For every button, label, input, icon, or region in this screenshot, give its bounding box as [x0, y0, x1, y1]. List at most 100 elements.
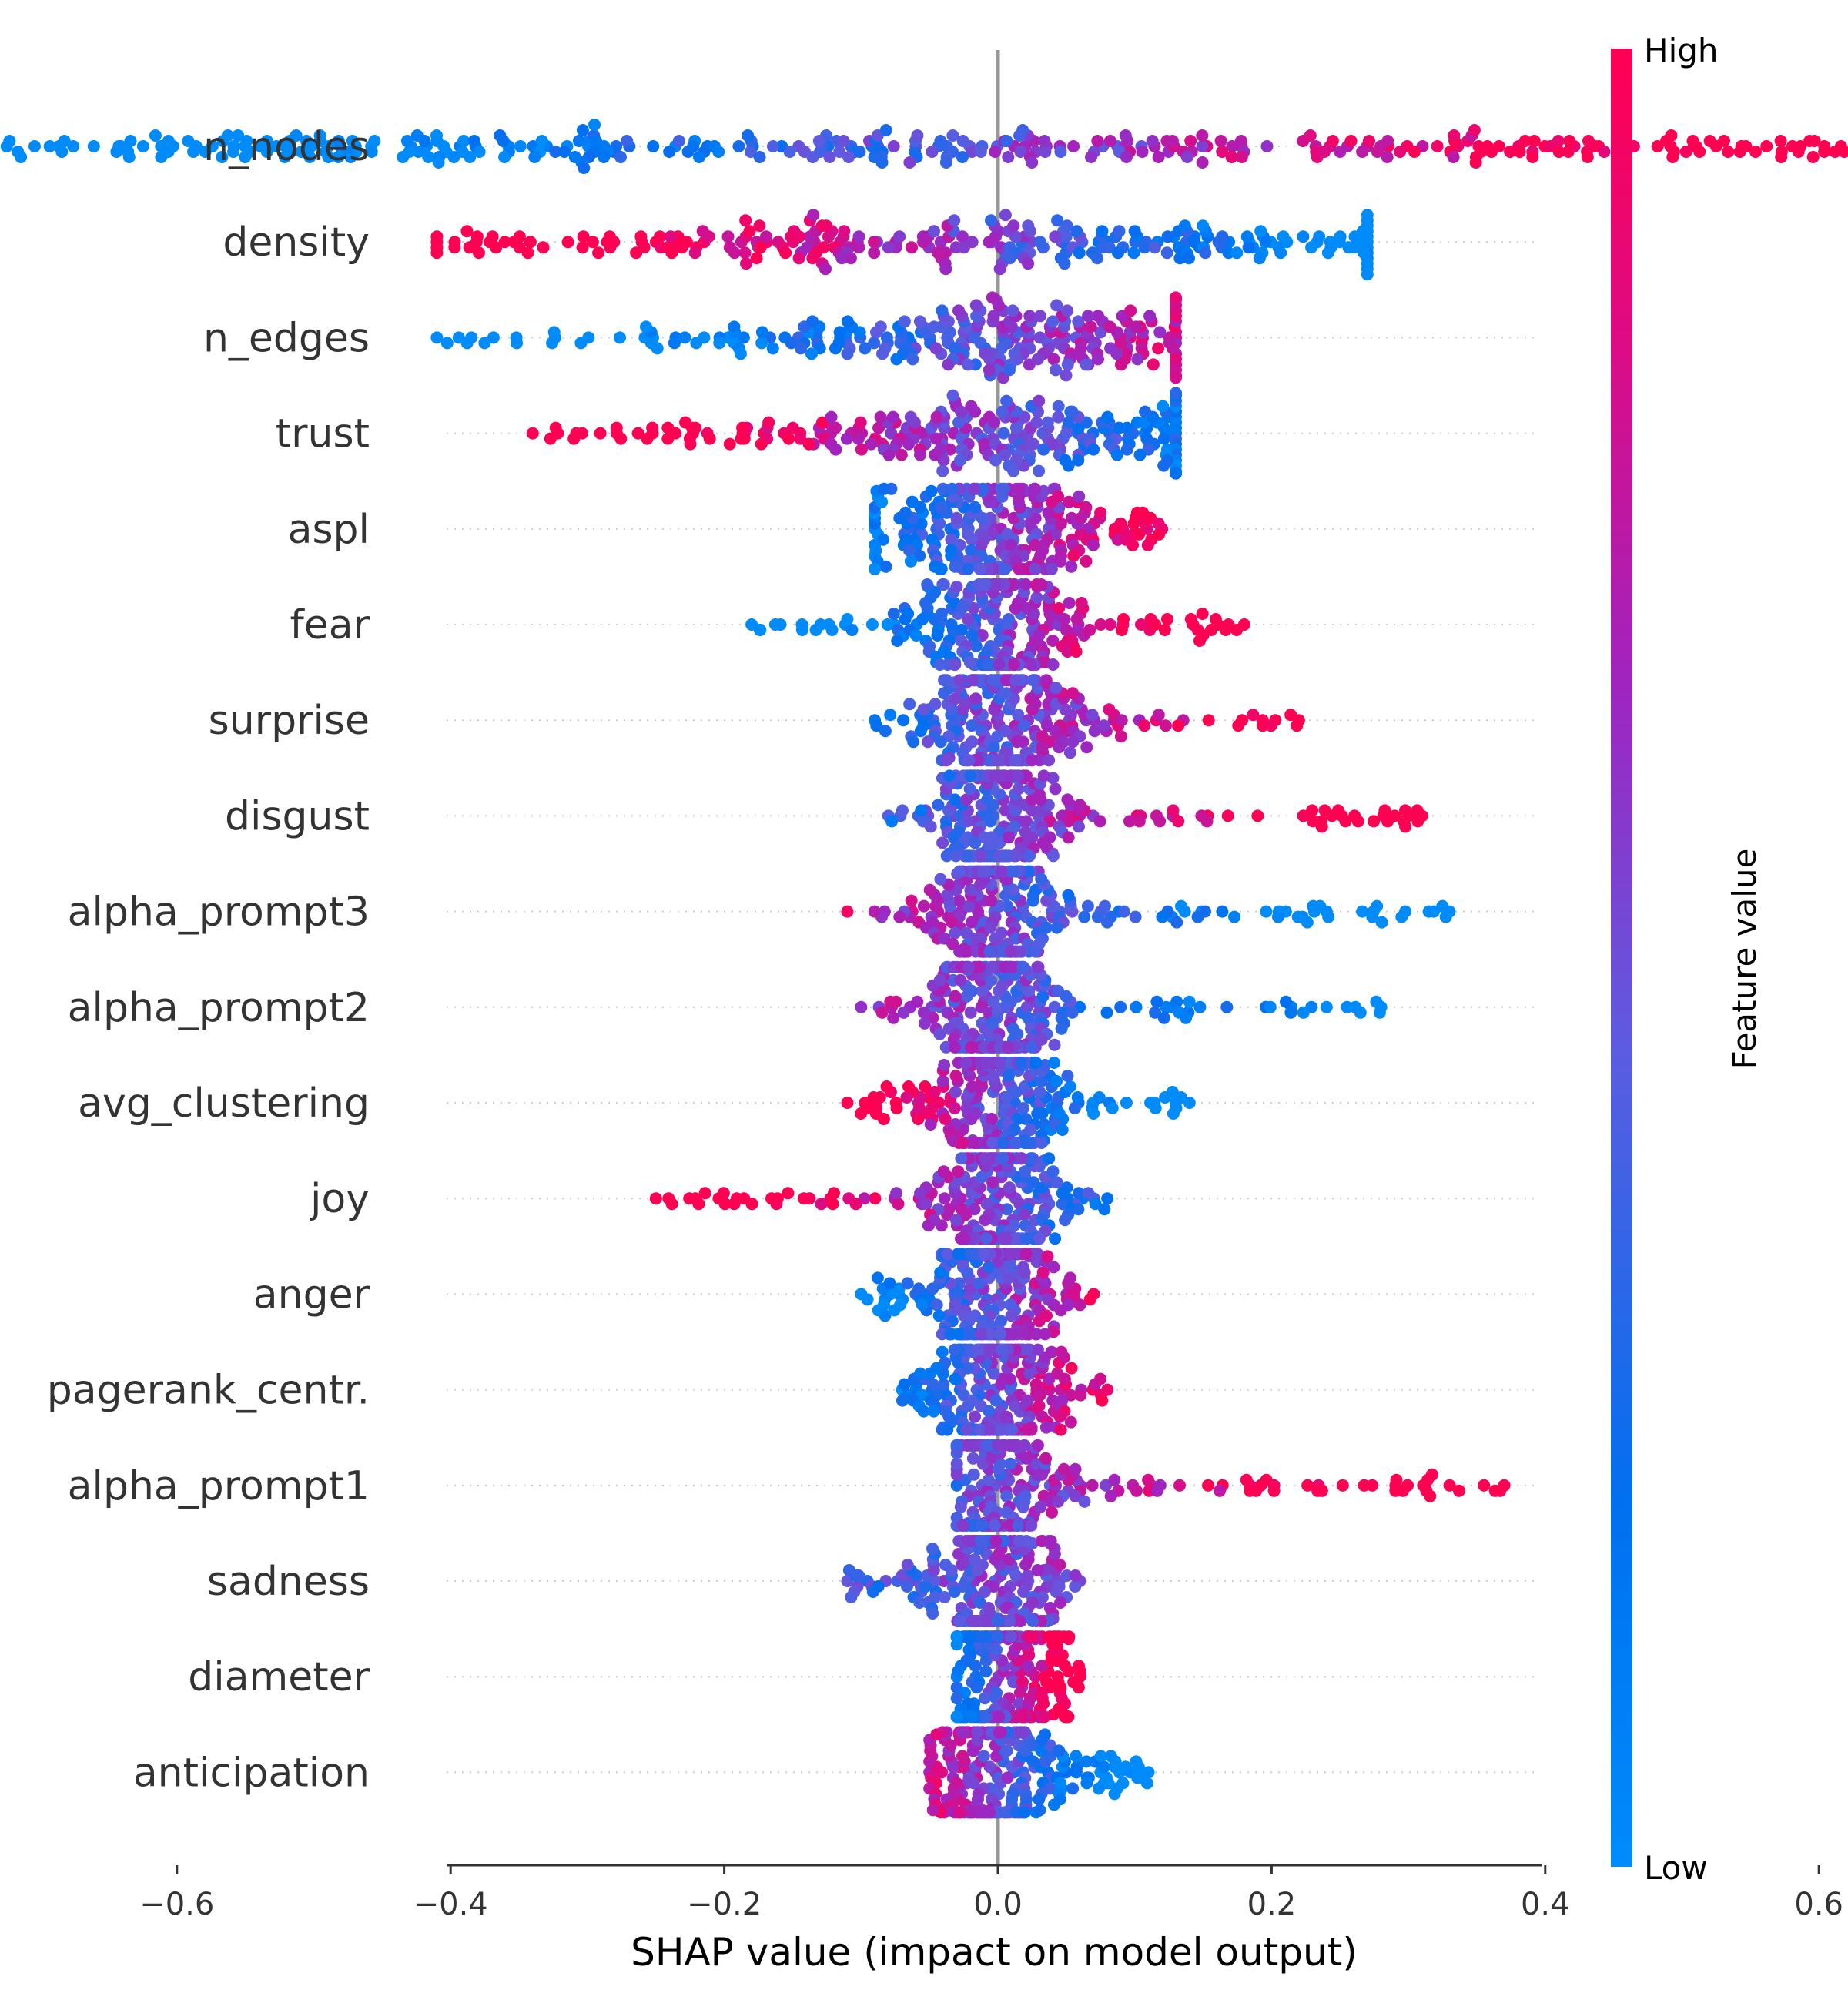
shap-point-n_nodes — [58, 135, 71, 147]
shap-point-n_edges — [440, 337, 454, 350]
shap-point-density — [1051, 214, 1064, 227]
shap-point-trust — [1052, 410, 1065, 424]
shap-point-disgust — [947, 831, 960, 844]
shap-point-n_edges — [1084, 320, 1097, 333]
shap-point-n_nodes — [879, 124, 892, 136]
shap-point-fear — [1046, 658, 1060, 671]
shap-point-avg_clustering — [1159, 1091, 1172, 1104]
shap-point-disgust — [991, 769, 1004, 782]
feature-label-n_nodes: n_nodes — [203, 124, 370, 170]
shap-point-alpha_prompt2 — [1100, 1006, 1113, 1019]
shap-point-surprise — [1009, 674, 1023, 687]
shap-point-density — [844, 252, 857, 265]
shap-point-trust — [689, 421, 701, 434]
shap-point-aspl — [1054, 517, 1067, 530]
shap-point-n_nodes — [410, 129, 424, 142]
colorbar: High Low Feature value — [1611, 32, 1763, 1887]
shap-point-avg_clustering — [1016, 1102, 1029, 1114]
shap-point-sadness — [1026, 1615, 1040, 1627]
shap-point-anger — [883, 1277, 896, 1290]
shap-point-density — [1096, 225, 1109, 238]
shap-point-alpha_prompt1 — [1452, 1484, 1465, 1497]
shap-point-aspl — [904, 554, 917, 568]
shap-point-avg_clustering — [1064, 1080, 1076, 1093]
shap-point-n_nodes — [1039, 146, 1052, 158]
shap-point-density — [524, 236, 537, 249]
shap-point-n_nodes — [745, 146, 757, 158]
shap-point-avg_clustering — [993, 1057, 1006, 1069]
shap-point-avg_clustering — [924, 1118, 937, 1131]
shap-point-surprise — [962, 754, 976, 767]
shap-point-diameter — [950, 1630, 963, 1643]
shap-point-anger — [930, 1298, 943, 1312]
shap-point-n_edges — [952, 304, 965, 317]
shap-point-alpha_prompt3 — [983, 945, 996, 958]
shap-point-sadness — [968, 1553, 981, 1566]
shap-point-disgust — [1049, 782, 1062, 796]
shap-point-fear — [1083, 624, 1096, 636]
shap-point-diameter — [1049, 1630, 1062, 1643]
shap-point-n_edges — [1060, 369, 1073, 382]
shap-point-sadness — [842, 1564, 855, 1576]
shap-point-anger — [1019, 1248, 1033, 1261]
shap-point-disgust — [924, 820, 937, 833]
shap-point-density — [893, 230, 906, 243]
shap-point-n_nodes — [1528, 135, 1541, 147]
shap-point-alpha_prompt2 — [1220, 1000, 1234, 1013]
shap-point-alpha_prompt2 — [1006, 960, 1019, 973]
shap-point-pagerank_centr. — [1055, 1345, 1068, 1358]
shap-point-n_edges — [1152, 342, 1165, 355]
shap-point-alpha_prompt3 — [949, 926, 962, 940]
shap-point-fear — [931, 629, 944, 642]
shap-point-surprise — [1088, 725, 1101, 738]
shap-point-density — [743, 225, 756, 238]
shap-point-surprise — [914, 725, 927, 738]
shap-point-alpha_prompt2 — [875, 1006, 889, 1019]
shap-point-disgust — [1251, 809, 1264, 822]
shap-point-diameter — [979, 1665, 993, 1678]
shap-point-density — [1128, 225, 1141, 238]
shap-point-surprise — [986, 674, 999, 687]
shap-point-fear — [1196, 608, 1209, 620]
shap-point-sadness — [966, 1615, 979, 1627]
shap-point-avg_clustering — [1048, 1057, 1060, 1069]
shap-point-joy — [952, 1165, 965, 1178]
shap-point-alpha_prompt2 — [917, 1006, 930, 1019]
shap-point-avg_clustering — [939, 1113, 952, 1125]
shap-point-alpha_prompt1 — [1244, 1484, 1257, 1497]
shap-point-surprise — [1040, 674, 1053, 687]
shap-point-sadness — [1069, 1580, 1082, 1593]
shap-point-surprise — [966, 674, 979, 687]
shap-point-n_nodes — [1504, 146, 1517, 158]
shap-point-n_edges — [929, 342, 942, 355]
shap-point-trust — [1157, 432, 1170, 445]
shap-point-n_nodes — [28, 140, 41, 152]
shap-point-avg_clustering — [912, 1113, 925, 1125]
shap-point-anticipation — [953, 1806, 966, 1819]
shap-point-n_nodes — [514, 140, 527, 152]
shap-point-anger — [969, 1248, 982, 1261]
shap-point-n_edges — [1047, 353, 1060, 366]
shap-point-fear — [989, 578, 1002, 591]
shap-point-n_nodes — [1447, 151, 1460, 163]
shap-point-n_nodes — [823, 151, 836, 163]
shap-point-n_nodes — [1026, 156, 1039, 169]
shap-point-density — [1242, 241, 1255, 254]
shap-point-trust — [614, 432, 628, 445]
shap-point-n_edges — [986, 291, 999, 304]
shap-point-aspl — [1005, 538, 1018, 551]
shap-point-disgust — [1073, 820, 1085, 833]
shap-point-avg_clustering — [1061, 1070, 1074, 1082]
shap-point-joy — [765, 1192, 778, 1205]
shap-point-pagerank_centr. — [974, 1423, 987, 1436]
shap-point-surprise — [966, 719, 978, 732]
shap-point-n_nodes — [614, 151, 627, 163]
shap-point-alpha_prompt1 — [991, 1439, 1004, 1452]
shap-point-n_nodes — [1196, 156, 1209, 169]
shap-point-density — [956, 230, 969, 243]
shap-point-surprise — [976, 674, 988, 687]
shap-point-n_nodes — [498, 151, 511, 163]
shap-point-joy — [1073, 1187, 1085, 1200]
shap-point-n_nodes — [1318, 146, 1331, 158]
